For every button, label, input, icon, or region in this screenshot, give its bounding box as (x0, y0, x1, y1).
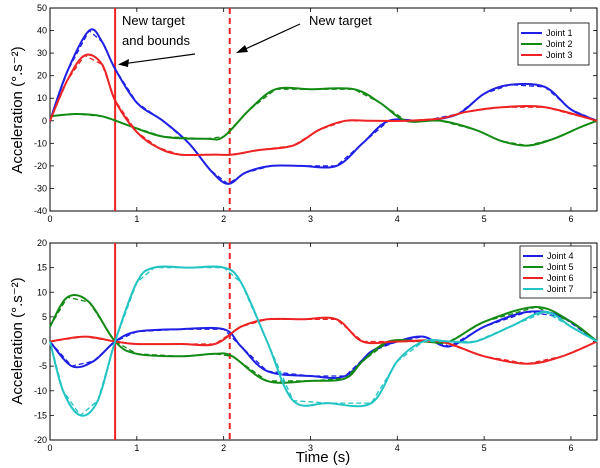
annotation-arrowhead-2 (236, 45, 248, 53)
y-tick-label: -10 (34, 386, 47, 396)
series-joint-6-line (49, 316, 598, 365)
top-ticks: 0 1 2 3 4 5 6 50 40 30 20 10 0 -10 -20 -30 -40 (34, 3, 597, 224)
y-tick-label: 0 (42, 116, 47, 126)
annotation-arrowhead-1 (118, 59, 129, 67)
x-tick-label: 0 (47, 214, 52, 224)
y-tick-label: 30 (37, 48, 47, 58)
x-tick-label: 3 (308, 443, 313, 453)
y-tick-label: -20 (34, 435, 47, 445)
y-tick-label: -20 (34, 161, 47, 171)
x-tick-label: 2 (221, 214, 226, 224)
bottom-y-axis-label: Acceleration (°.s⁻²) (9, 277, 26, 404)
x-tick-label: 3 (308, 214, 313, 224)
y-tick-label: 40 (37, 26, 47, 36)
top-y-axis-label: Acceleration (°.s⁻²) (9, 46, 26, 173)
legend-label-joint-2: Joint 2 (546, 39, 573, 49)
bottom-plot-frame (49, 242, 598, 441)
bottom-ticks: 0 1 2 3 4 5 6 20 15 10 5 0 -5 -10 -15 -20 (34, 238, 597, 453)
y-tick-label: 10 (37, 287, 47, 297)
legend-label-joint-1: Joint 1 (546, 28, 573, 38)
legend-label-joint-3: Joint 3 (546, 50, 573, 60)
bottom-panel: 0 1 2 3 4 5 6 20 15 10 5 0 -5 -10 -15 -20 Acceleration … (9, 238, 598, 466)
legend-label-joint-5: Joint 5 (547, 262, 574, 272)
series-joint-7-line (49, 265, 598, 417)
y-tick-label: 0 (42, 337, 47, 347)
legend-label-joint-6: Joint 6 (547, 273, 574, 283)
x-axis-label: Time (s) (296, 449, 350, 466)
x-tick-label: 5 (482, 443, 487, 453)
series-joint-3-line (49, 53, 598, 157)
bottom-legend: Joint 4 Joint 5 Joint 6 Joint 7 (519, 245, 592, 299)
x-tick-label: 6 (568, 214, 573, 224)
x-tick-label: 5 (482, 214, 487, 224)
y-tick-label: 20 (37, 71, 47, 81)
x-tick-label: 4 (395, 214, 400, 224)
y-tick-label: -5 (39, 361, 47, 371)
x-tick-label: 2 (221, 443, 226, 453)
y-tick-label: -15 (34, 410, 47, 420)
y-tick-label: 5 (42, 312, 47, 322)
x-tick-label: 1 (134, 214, 139, 224)
y-tick-label: -10 (34, 138, 47, 148)
top-legend: Joint 1 Joint 2 Joint 3 (517, 22, 590, 66)
top-series-lines (49, 28, 598, 185)
legend-label-joint-4: Joint 4 (547, 251, 574, 261)
x-tick-label: 0 (47, 443, 52, 453)
top-plot-frame (49, 7, 598, 212)
annotation-arrow-1 (121, 53, 196, 65)
y-tick-label: -40 (34, 206, 47, 216)
annotation-new-target-and-bounds-line1: New target (122, 13, 185, 28)
bottom-series-lines (49, 265, 598, 417)
legend-label-joint-7: Joint 7 (547, 284, 574, 294)
annotation-arrow-2 (240, 23, 301, 52)
y-tick-label: 15 (37, 263, 47, 273)
x-tick-label: 6 (568, 443, 573, 453)
annotation-new-target-and-bounds-line2: and bounds (122, 33, 190, 48)
x-tick-label: 1 (134, 443, 139, 453)
x-tick-label: 4 (395, 443, 400, 453)
y-tick-label: -30 (34, 183, 47, 193)
top-panel: 0 1 2 3 4 5 6 50 40 30 20 10 0 -10 -20 -30 -40 Accelerat… (9, 3, 598, 224)
y-tick-label: 20 (37, 238, 47, 248)
top-event-lines (114, 8, 231, 211)
y-tick-label: 50 (37, 3, 47, 13)
annotation-new-target: New target (309, 13, 372, 28)
y-tick-label: 10 (37, 93, 47, 103)
series-joint-1-line (49, 28, 598, 185)
